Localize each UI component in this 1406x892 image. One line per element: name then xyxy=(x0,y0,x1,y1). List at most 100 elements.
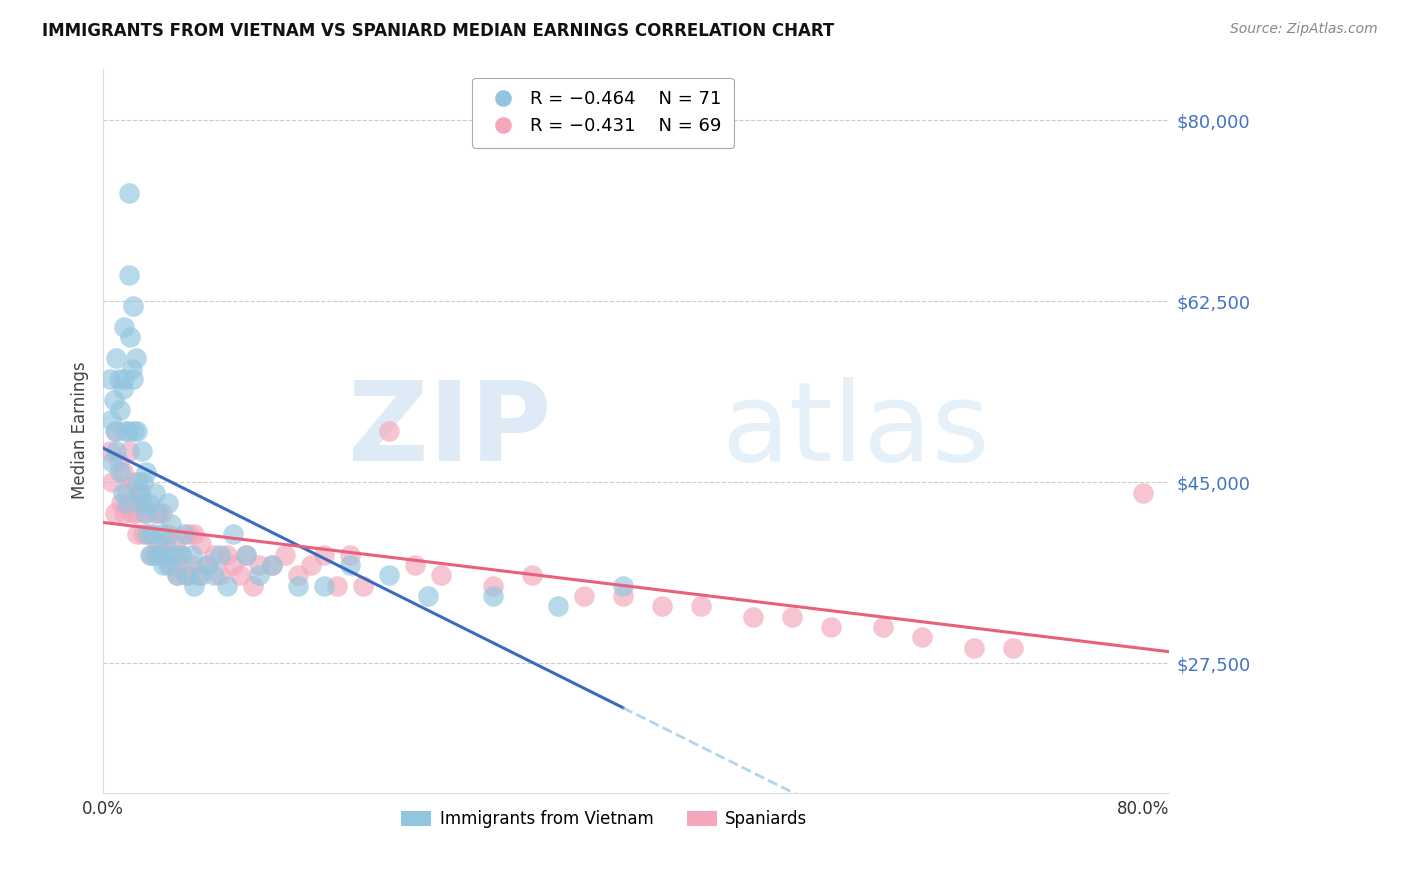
Point xyxy=(146,537,169,551)
Point xyxy=(143,485,166,500)
Point xyxy=(132,527,155,541)
Point xyxy=(215,579,238,593)
Point xyxy=(115,496,138,510)
Point xyxy=(170,548,193,562)
Point xyxy=(166,568,188,582)
Point xyxy=(125,424,148,438)
Point xyxy=(166,568,188,582)
Point xyxy=(105,424,128,438)
Point xyxy=(482,589,505,603)
Point xyxy=(159,558,181,572)
Point xyxy=(118,186,141,200)
Point xyxy=(104,424,127,438)
Point xyxy=(157,527,180,541)
Point xyxy=(111,485,134,500)
Point xyxy=(274,548,297,562)
Point xyxy=(262,558,284,572)
Point xyxy=(131,444,153,458)
Point xyxy=(520,568,543,582)
Legend: Immigrants from Vietnam, Spaniards: Immigrants from Vietnam, Spaniards xyxy=(395,804,814,835)
Point xyxy=(98,372,121,386)
Point xyxy=(195,558,218,572)
Point xyxy=(242,579,264,593)
Point xyxy=(612,589,634,603)
Point xyxy=(314,579,336,593)
Point xyxy=(820,620,842,634)
Point xyxy=(138,496,160,510)
Point xyxy=(209,568,232,582)
Point xyxy=(287,579,309,593)
Point xyxy=(122,475,145,490)
Point xyxy=(572,589,595,603)
Point xyxy=(170,548,193,562)
Point xyxy=(235,548,257,562)
Point xyxy=(159,516,181,531)
Point xyxy=(143,506,166,520)
Point xyxy=(378,424,401,438)
Point xyxy=(157,558,180,572)
Point xyxy=(112,372,135,386)
Point xyxy=(202,548,225,562)
Text: ZIP: ZIP xyxy=(347,377,551,484)
Point xyxy=(121,506,143,520)
Point xyxy=(122,372,145,386)
Point xyxy=(131,496,153,510)
Point xyxy=(124,506,146,520)
Point xyxy=(215,548,238,562)
Point xyxy=(222,527,245,541)
Point xyxy=(326,579,349,593)
Point xyxy=(148,548,170,562)
Point xyxy=(404,558,426,572)
Point xyxy=(612,579,634,593)
Point xyxy=(339,548,361,562)
Point xyxy=(247,558,270,572)
Point xyxy=(125,527,148,541)
Point xyxy=(163,548,186,562)
Point xyxy=(108,403,131,417)
Point xyxy=(143,548,166,562)
Point xyxy=(314,548,336,562)
Point xyxy=(651,599,673,614)
Point xyxy=(107,372,129,386)
Point xyxy=(146,506,169,520)
Point xyxy=(138,527,160,541)
Point xyxy=(139,548,162,562)
Point xyxy=(104,506,127,520)
Point xyxy=(134,506,156,520)
Point xyxy=(202,568,225,582)
Point xyxy=(121,361,143,376)
Point xyxy=(872,620,894,634)
Point xyxy=(222,558,245,572)
Point xyxy=(153,548,176,562)
Point xyxy=(176,568,198,582)
Point xyxy=(136,527,159,541)
Point xyxy=(482,579,505,593)
Point xyxy=(100,413,122,427)
Point xyxy=(690,599,713,614)
Point xyxy=(378,568,401,582)
Point xyxy=(430,568,453,582)
Point xyxy=(118,268,141,283)
Point xyxy=(127,475,149,490)
Point xyxy=(108,465,131,479)
Point xyxy=(141,548,163,562)
Point xyxy=(1132,485,1154,500)
Point xyxy=(1002,640,1025,655)
Point xyxy=(228,568,250,582)
Text: IMMIGRANTS FROM VIETNAM VS SPANIARD MEDIAN EARNINGS CORRELATION CHART: IMMIGRANTS FROM VIETNAM VS SPANIARD MEDI… xyxy=(42,22,834,40)
Point xyxy=(111,382,134,396)
Point xyxy=(418,589,440,603)
Point xyxy=(176,527,198,541)
Point xyxy=(114,424,136,438)
Point xyxy=(163,537,186,551)
Point xyxy=(150,527,173,541)
Point xyxy=(128,485,150,500)
Point xyxy=(112,506,135,520)
Point xyxy=(190,537,212,551)
Point xyxy=(105,444,128,458)
Y-axis label: Median Earnings: Median Earnings xyxy=(72,362,89,500)
Point xyxy=(98,444,121,458)
Point xyxy=(120,330,142,344)
Point xyxy=(173,527,195,541)
Point xyxy=(135,465,157,479)
